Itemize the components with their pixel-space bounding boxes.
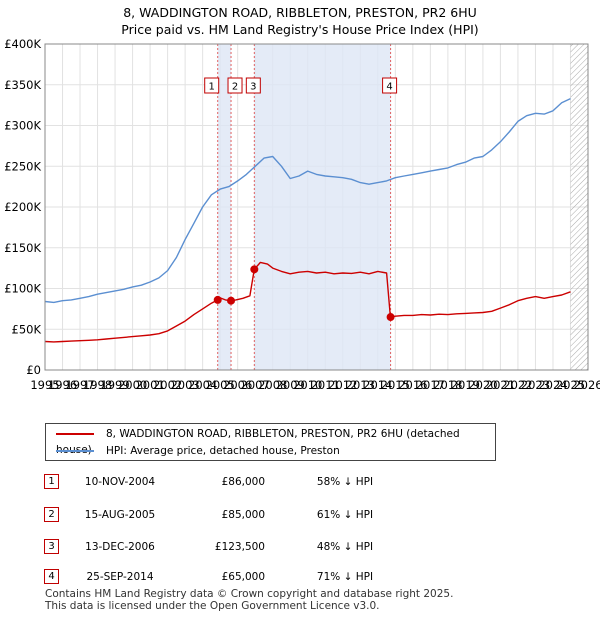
x-tick-label: 1997 [65,378,94,392]
chart-title-line2: Price paid vs. HM Land Registry's House … [121,22,479,37]
table-row: 2 15-AUG-2005 £85,000 61% ↓ HPI [0,505,600,525]
sale-marker-badge [245,77,261,94]
sale-badge: 3 [44,539,59,554]
x-tick-label: 2001 [135,378,164,392]
x-tick-label: 2025 [556,378,585,392]
x-tick-label: 1999 [100,378,129,392]
sale-hpi-diff: 61% ↓ HPI [316,509,374,521]
x-tick-label: 2023 [521,378,550,392]
sale-price: £123,500 [214,541,265,553]
legend-swatch-hpi [56,450,94,452]
y-tick-label: £0 [26,363,41,377]
sale-date: 25-SEP-2014 [86,571,154,583]
sale-point [227,296,236,305]
table-row: 4 25-SEP-2014 £65,000 71% ↓ HPI [0,567,600,587]
price-paid-line [44,261,571,343]
table-row: 3 13-DEC-2006 £123,500 48% ↓ HPI [0,537,600,557]
y-tick-label: £400K [4,37,41,51]
sale-marker-badge [227,77,243,94]
x-tick-label: 1996 [48,378,77,392]
legend-swatch-property [56,433,94,435]
x-tick-label: 2010 [293,378,322,392]
x-tick-label: 2018 [433,378,462,392]
x-tick-label: 2012 [328,378,357,392]
sale-price: £86,000 [221,476,265,488]
y-tick-label: £150K [4,241,41,255]
x-tick-label: 2005 [206,378,235,392]
x-tick-label: 2008 [258,378,287,392]
series-layer [44,97,571,343]
x-tick-label: 2004 [188,378,217,392]
sale-date: 10-NOV-2004 [84,476,156,488]
legend-label-hpi: HPI: Average price, detached house, Pres… [106,445,340,457]
x-tick-label: 1995 [30,378,59,392]
y-tick-label: £350K [4,78,41,92]
axis-layer: £0 £50K £100K £150K £200K £250K £300K £350K £400… [4,37,600,392]
sale-bands [217,44,588,370]
sale-marker-label: 1 [209,82,215,93]
sale-period-band [217,44,232,370]
y-tick-label: £200K [4,200,41,214]
x-tick-label: 2002 [153,378,182,392]
x-tick-label: 2014 [363,378,392,392]
sale-marker-label: 2 [232,82,238,93]
x-tick-label: 2015 [381,378,410,392]
hpi-line [44,97,571,304]
legend-item-property: 8, WADDINGTON ROAD, RIBBLETON, PRESTON, … [56,426,495,456]
x-tick-label: 2024 [538,378,567,392]
sale-badge: 4 [44,569,59,584]
chart-title-line1: 8, WADDINGTON ROAD, RIBBLETON, PRESTON, … [123,5,477,20]
legend-item-hpi: HPI: Average price, detached house, Pres… [56,443,340,459]
marker-layer: 1 2 3 4 [204,77,398,322]
sale-date: 15-AUG-2005 [84,509,156,521]
x-tick-label: 1998 [83,378,112,392]
x-tick-label: 2000 [118,378,147,392]
sale-badge: 2 [44,507,59,522]
sale-marker-label: 3 [250,82,256,93]
footer-line2: This data is licensed under the Open Gov… [45,600,380,612]
sale-marker-badge [204,77,220,94]
x-tick-label: 2026 [573,378,600,392]
sale-hpi-diff: 71% ↓ HPI [316,571,374,583]
sale-marker-badge [382,77,398,94]
sale-point [386,313,395,322]
table-row: 1 10-NOV-2004 £86,000 58% ↓ HPI [0,472,600,492]
x-tick-label: 2022 [503,378,532,392]
sale-hpi-diff: 58% ↓ HPI [316,476,374,488]
sale-price: £85,000 [221,509,265,521]
x-tick-label: 2003 [170,378,199,392]
sale-date: 13-DEC-2006 [85,541,155,553]
x-tick-label: 2007 [241,378,270,392]
y-tick-label: £300K [4,119,41,133]
x-tick-label: 2013 [346,378,375,392]
footer-line1: Contains HM Land Registry data © Crown c… [45,588,454,600]
plot-border [44,43,589,371]
chart-title: 8, WADDINGTON ROAD, RIBBLETON, PRESTON, … [0,4,600,38]
y-tick-label: £250K [4,159,41,173]
y-tick-label: £100K [4,282,41,296]
x-tick-label: 2016 [398,378,427,392]
x-tick-label: 2019 [451,378,480,392]
x-tick-label: 2011 [311,378,340,392]
footer: Contains HM Land Registry data © Crown c… [45,588,453,612]
sale-point [250,265,259,274]
sale-point [213,295,222,304]
x-tick-label: 2017 [416,378,445,392]
sale-price: £65,000 [221,571,265,583]
price-chart: 1 2 3 4 £0 £50K £100K £150K £200K £250K £300K £350… [4,37,600,392]
x-tick-label: 2020 [468,378,497,392]
y-tick-label: £50K [12,322,42,336]
forecast-region [570,44,588,370]
sale-hpi-diff: 48% ↓ HPI [316,541,374,553]
sale-marker-label: 4 [386,82,392,93]
sale-badge: 1 [44,474,59,489]
x-tick-label: 2009 [276,378,305,392]
sale-period-band [254,44,391,370]
x-tick-label: 2021 [486,378,515,392]
x-tick-label: 2006 [223,378,252,392]
legend: 8, WADDINGTON ROAD, RIBBLETON, PRESTON, … [45,423,496,461]
